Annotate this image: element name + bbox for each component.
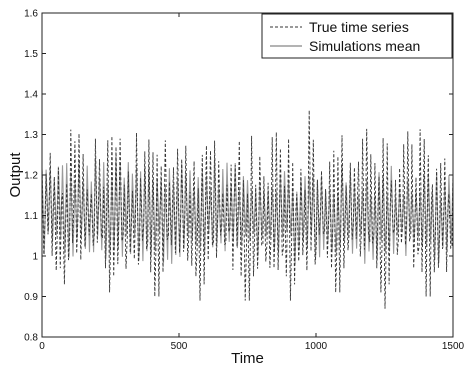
ticks-layer: 0.8 0.9 1 1.1 1.2 1.3 1.4 1.5 1.6 0 500 1000 1500 [24, 9, 464, 353]
x-tick-label: 1500 [442, 341, 464, 352]
x-tick-label: 1000 [305, 341, 328, 352]
y-tick-label: 1.3 [24, 130, 38, 141]
x-tick-label: 500 [171, 341, 188, 352]
y-tick-label: 0.9 [24, 292, 38, 303]
y-tick-label: 1.1 [24, 211, 38, 222]
x-tick-label: 0 [39, 341, 45, 352]
y-tick-label: 1.2 [24, 171, 38, 182]
y-axis-label: Output [7, 152, 24, 198]
y-tick-label: 1 [32, 252, 38, 263]
x-axis-label: Time [231, 350, 264, 367]
y-tick-label: 1.4 [24, 90, 38, 101]
legend-label-simulations-mean: Simulations mean [309, 38, 420, 54]
series-layer [42, 110, 453, 309]
y-tick-label: 1.6 [24, 9, 38, 20]
legend-box [261, 13, 453, 59]
legend-label-true-series: True time series [309, 19, 409, 35]
series-line-true-series [42, 110, 453, 309]
legend: True time series Simulations mean [261, 13, 453, 59]
y-tick-label: 0.8 [24, 333, 38, 344]
y-tick-label: 1.5 [24, 49, 38, 60]
